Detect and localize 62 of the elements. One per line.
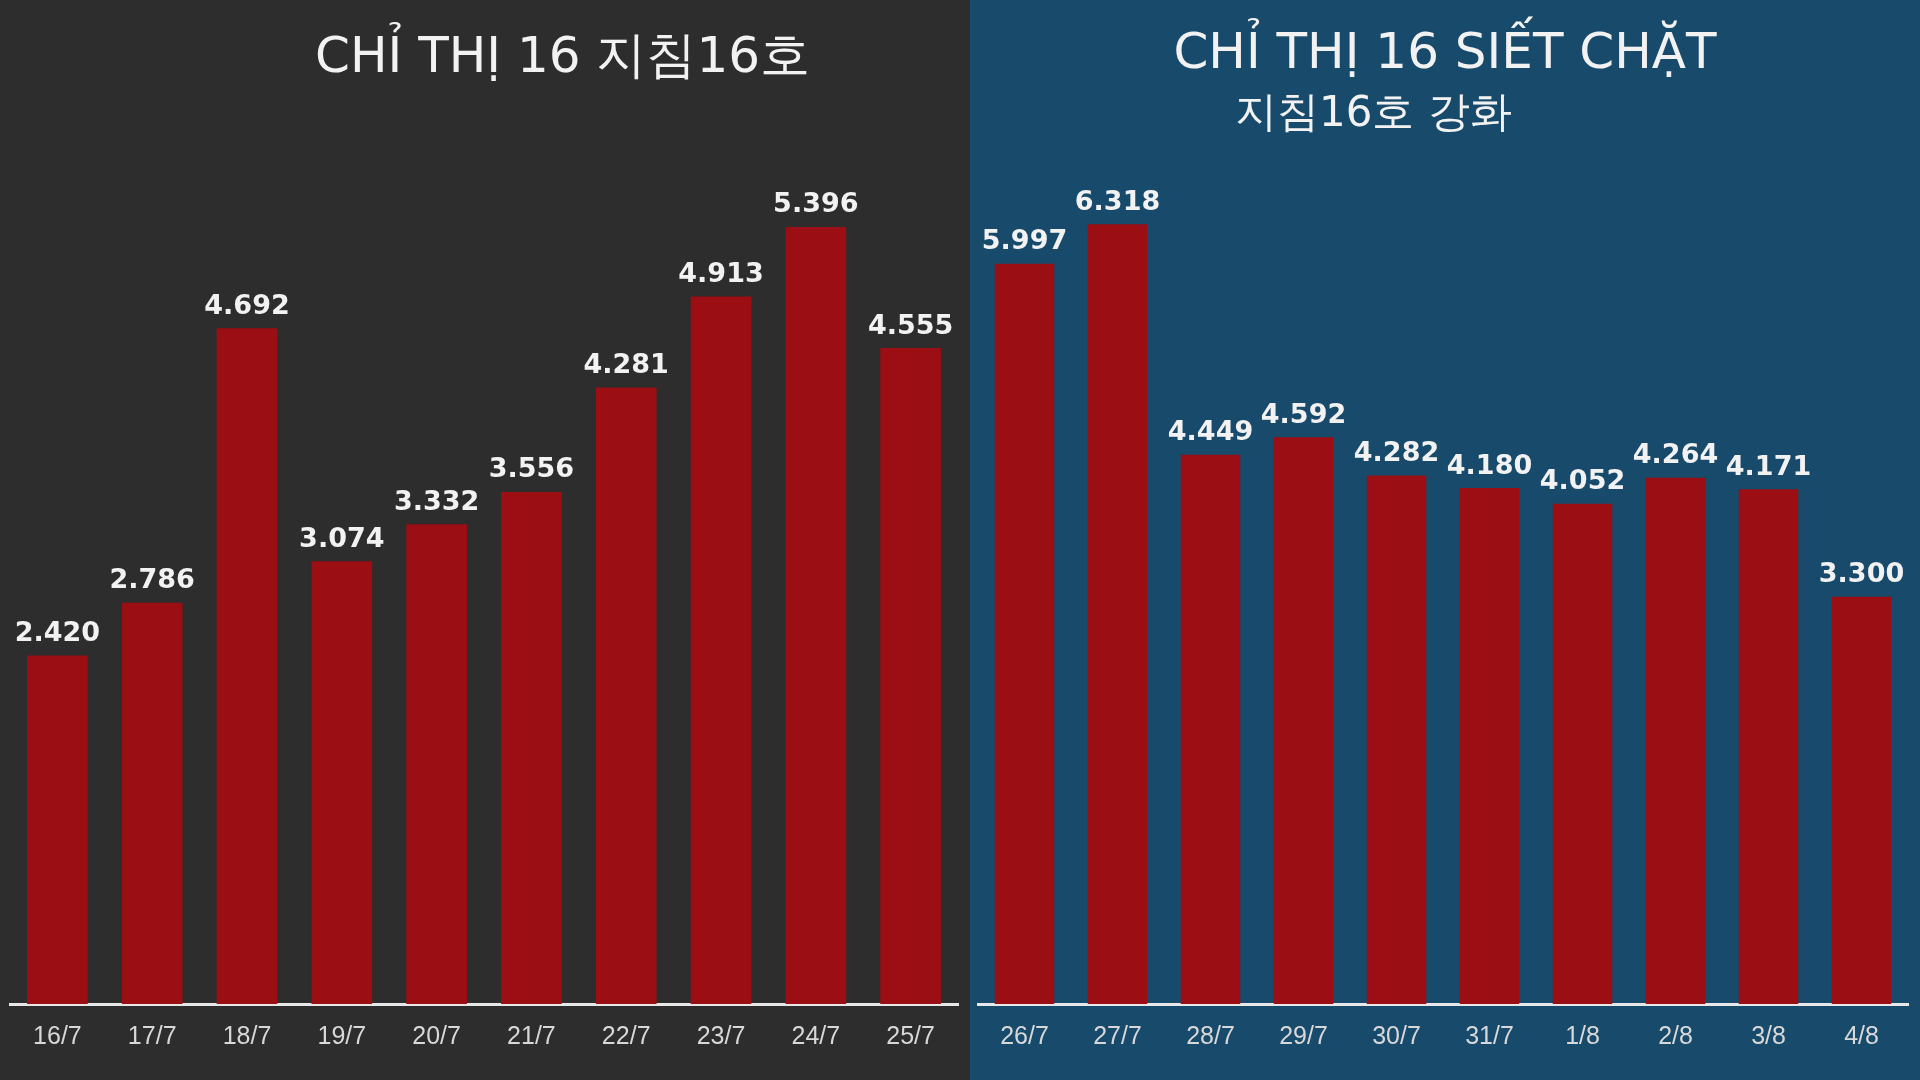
bar — [501, 491, 562, 1004]
x-tick-label: 26/7 — [1000, 1020, 1049, 1049]
x-tick-label: 22/7 — [601, 1020, 651, 1049]
bar — [994, 263, 1055, 1004]
bar — [1180, 454, 1241, 1004]
data-label: 5.396 — [773, 187, 859, 219]
x-tick-label: 23/7 — [696, 1020, 746, 1049]
x-tick-label: 27/7 — [1093, 1020, 1142, 1049]
x-tick-label: 4/8 — [1844, 1020, 1879, 1049]
x-tick-label: 20/7 — [412, 1020, 461, 1049]
chart-subtitle: 지침16호 강화 — [1235, 86, 1512, 138]
data-label: 4.592 — [1260, 397, 1347, 429]
bar — [216, 328, 278, 1004]
data-label: 2.786 — [109, 563, 195, 595]
bar — [1645, 477, 1706, 1004]
chart-title: CHỈ THỊ 16 지침16호 — [315, 22, 811, 86]
bar — [1831, 596, 1892, 1004]
bar — [595, 387, 657, 1004]
x-tick-label: 1/8 — [1565, 1020, 1600, 1049]
x-tick-label: 2/8 — [1658, 1020, 1693, 1049]
x-tick-label: 31/7 — [1465, 1020, 1514, 1049]
data-label: 4.692 — [204, 288, 290, 320]
bar — [406, 524, 467, 1004]
x-tick-label: 28/7 — [1186, 1020, 1235, 1049]
x-tick-label: 25/7 — [886, 1020, 935, 1049]
data-label: 2.420 — [14, 616, 101, 648]
x-tick-label: 29/7 — [1279, 1020, 1328, 1049]
data-label: 5.997 — [981, 224, 1068, 256]
bar — [1273, 437, 1334, 1004]
bar — [311, 561, 373, 1004]
bar — [121, 602, 183, 1004]
data-label: 3.556 — [488, 452, 575, 484]
data-label: 4.282 — [1353, 435, 1440, 467]
bar — [27, 655, 88, 1004]
data-label: 3.332 — [393, 484, 480, 516]
bar — [1087, 224, 1148, 1004]
bar — [880, 348, 941, 1004]
data-label: 4.264 — [1632, 438, 1719, 470]
data-label: 4.171 — [1725, 449, 1812, 481]
x-tick-label: 3/8 — [1751, 1020, 1786, 1049]
bar — [1552, 503, 1613, 1004]
data-label: 3.074 — [299, 521, 385, 553]
x-tick-label: 24/7 — [791, 1020, 841, 1049]
data-label: 4.180 — [1446, 448, 1533, 480]
x-tick-label: 19/7 — [317, 1020, 367, 1049]
bar — [1366, 475, 1427, 1004]
x-tick-label: 30/7 — [1372, 1020, 1421, 1049]
data-label: 6.318 — [1074, 184, 1161, 216]
data-label: 4.052 — [1539, 464, 1626, 496]
x-tick-label: 17/7 — [127, 1020, 177, 1049]
x-tick-label: 16/7 — [33, 1020, 82, 1049]
bar — [690, 296, 752, 1004]
bar — [1459, 488, 1520, 1004]
bar — [785, 226, 847, 1004]
x-tick-label: 18/7 — [222, 1020, 272, 1049]
data-label: 4.913 — [678, 257, 764, 289]
data-label: 4.281 — [583, 348, 669, 380]
x-tick-label: 21/7 — [507, 1020, 556, 1049]
data-label: 4.449 — [1167, 415, 1254, 447]
data-label: 3.300 — [1818, 557, 1905, 589]
bar — [1738, 489, 1799, 1004]
data-label: 4.555 — [867, 308, 954, 340]
